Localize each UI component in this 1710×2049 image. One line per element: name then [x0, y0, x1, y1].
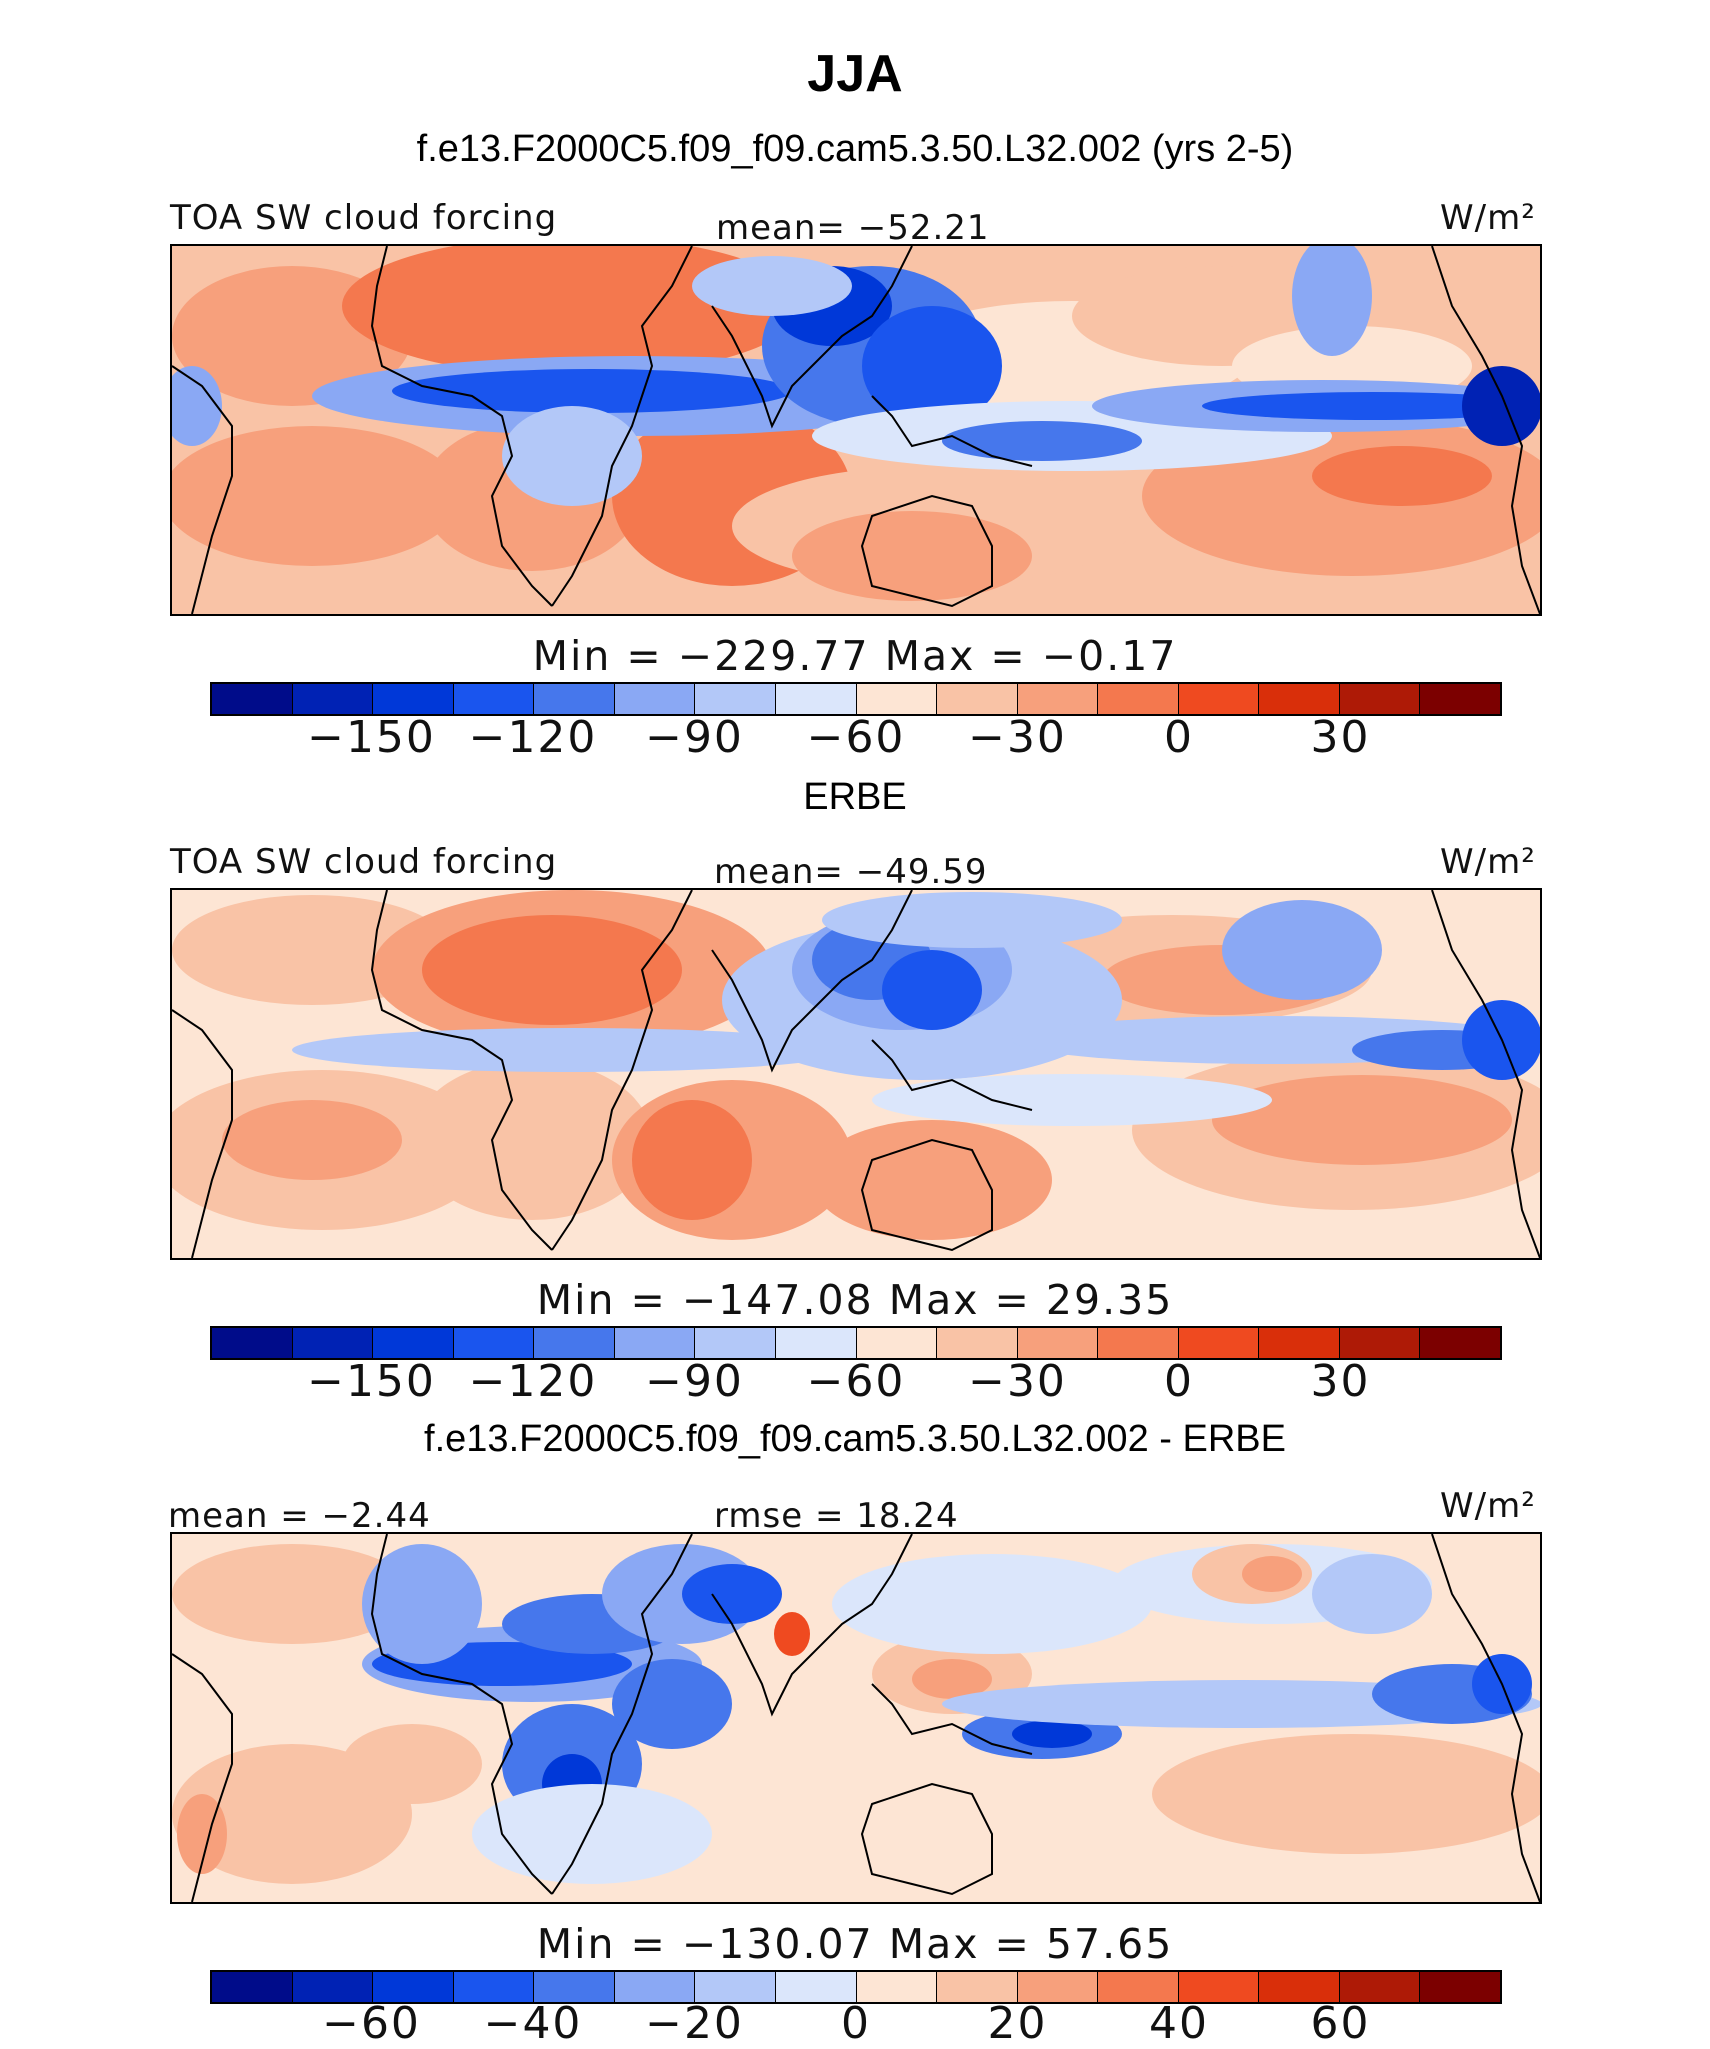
colorbar-swatch — [1098, 684, 1179, 714]
panel3-mean-label: mean = −2.44 — [168, 1496, 431, 1536]
colorbar-swatch — [1017, 1972, 1099, 2002]
colorbar-swatch — [292, 1328, 374, 1358]
colorbar-swatch — [292, 684, 374, 714]
panel2-map — [170, 888, 1542, 1260]
panel3-colorbar-ticks: −60 −40 −20 0 20 40 60 — [210, 1998, 1502, 2049]
panel2-heading: ERBE — [803, 776, 907, 818]
colorbar-tick: 40 — [1149, 1998, 1209, 2049]
colorbar-swatch — [695, 684, 776, 714]
panel2-colorbar-ticks: −150 −120 −90 −60 −30 0 30 — [210, 1356, 1502, 1416]
colorbar-tick: 0 — [841, 1998, 871, 2049]
panel1-mean-label: mean= −52.21 — [716, 208, 990, 248]
colorbar-swatch — [937, 684, 1018, 714]
colorbar-swatch — [775, 1328, 857, 1358]
colorbar-swatch — [1098, 1328, 1179, 1358]
colorbar-tick: −30 — [968, 1356, 1067, 1407]
colorbar-swatch — [614, 1972, 696, 2002]
colorbar-swatch — [1017, 684, 1099, 714]
colorbar-tick: 0 — [1164, 1356, 1194, 1407]
panel3-rmse-label: rmse = 18.24 — [714, 1496, 959, 1536]
colorbar-swatch — [695, 1972, 776, 2002]
colorbar-swatch — [937, 1328, 1018, 1358]
colorbar-swatch — [534, 1972, 615, 2002]
colorbar-tick: −60 — [806, 1356, 906, 1407]
colorbar-swatch — [534, 1328, 615, 1358]
colorbar-swatch — [1339, 1328, 1421, 1358]
colorbar-swatch — [695, 1328, 776, 1358]
figure-subtitle: f.e13.F2000C5.f09_f09.cam5.3.50.L32.002 … — [416, 128, 1294, 170]
colorbar-swatch — [937, 1972, 1018, 2002]
colorbar-tick: −150 — [307, 712, 436, 763]
colorbar-swatch — [614, 1328, 696, 1358]
colorbar-tick: −90 — [645, 1356, 744, 1407]
colorbar-tick: 20 — [987, 1998, 1048, 2049]
colorbar-swatch — [856, 1328, 938, 1358]
colorbar-swatch — [453, 684, 535, 714]
colorbar-swatch — [1098, 1972, 1179, 2002]
panel1-colorbar — [210, 682, 1502, 716]
colorbar-swatch — [373, 1328, 454, 1358]
figure-title: JJA — [807, 45, 903, 103]
colorbar-swatch — [1259, 1972, 1340, 2002]
colorbar-swatch — [373, 684, 454, 714]
colorbar-tick: 60 — [1310, 1998, 1371, 2049]
panel1-min-max: Min = −229.77 Max = −0.17 — [532, 632, 1178, 680]
colorbar-tick: 0 — [1164, 712, 1194, 763]
colorbar-swatch — [373, 1972, 454, 2002]
panel3-colorbar — [210, 1970, 1502, 2004]
colorbar-swatch — [1420, 684, 1500, 714]
colorbar-swatch — [1420, 1972, 1500, 2002]
colorbar-swatch — [1420, 1328, 1500, 1358]
colorbar-swatch — [856, 684, 938, 714]
colorbar-tick: −120 — [468, 712, 598, 763]
colorbar-swatch — [1178, 684, 1260, 714]
colorbar-tick: −20 — [645, 1998, 744, 2049]
panel2-mean-label: mean= −49.59 — [714, 852, 988, 892]
panel1-map — [170, 244, 1542, 616]
panel2-units-label: W/m² — [1440, 842, 1536, 882]
colorbar-swatch — [775, 1972, 857, 2002]
colorbar-swatch — [453, 1972, 535, 2002]
colorbar-tick: −90 — [645, 712, 744, 763]
colorbar-swatch — [1339, 1972, 1421, 2002]
colorbar-tick: −30 — [968, 712, 1067, 763]
colorbar-swatch — [614, 684, 696, 714]
colorbar-tick: −120 — [468, 1356, 598, 1407]
panel3-units-label: W/m² — [1440, 1486, 1536, 1526]
colorbar-swatch — [292, 1972, 374, 2002]
colorbar-swatch — [775, 684, 857, 714]
panel1-colorbar-ticks: −150 −120 −90 −60 −30 0 30 — [210, 712, 1502, 772]
colorbar-swatch — [212, 1972, 293, 2002]
panel3-map — [170, 1532, 1542, 1904]
panel1-left-label: TOA SW cloud forcing — [170, 198, 558, 238]
colorbar-tick: −40 — [483, 1998, 583, 2049]
colorbar-tick: −60 — [806, 712, 906, 763]
colorbar-tick: −60 — [322, 1998, 421, 2049]
panel2-colorbar — [210, 1326, 1502, 1360]
colorbar-tick: 30 — [1310, 712, 1371, 763]
colorbar-swatch — [856, 1972, 938, 2002]
panel2-min-max: Min = −147.08 Max = 29.35 — [536, 1276, 1174, 1324]
panel3-heading: f.e13.F2000C5.f09_f09.cam5.3.50.L32.002 … — [424, 1418, 1286, 1460]
colorbar-tick: −150 — [307, 1356, 436, 1407]
colorbar-swatch — [1178, 1328, 1260, 1358]
colorbar-swatch — [1339, 684, 1421, 714]
panel3-min-max: Min = −130.07 Max = 57.65 — [536, 1920, 1174, 1968]
colorbar-swatch — [1017, 1328, 1099, 1358]
colorbar-swatch — [1259, 1328, 1340, 1358]
colorbar-swatch — [534, 684, 615, 714]
colorbar-swatch — [1178, 1972, 1260, 2002]
colorbar-swatch — [453, 1328, 535, 1358]
panel2-left-label: TOA SW cloud forcing — [170, 842, 558, 882]
panel1-units-label: W/m² — [1440, 198, 1536, 238]
colorbar-swatch — [212, 1328, 293, 1358]
colorbar-swatch — [212, 684, 293, 714]
colorbar-tick: 30 — [1310, 1356, 1371, 1407]
colorbar-swatch — [1259, 684, 1340, 714]
